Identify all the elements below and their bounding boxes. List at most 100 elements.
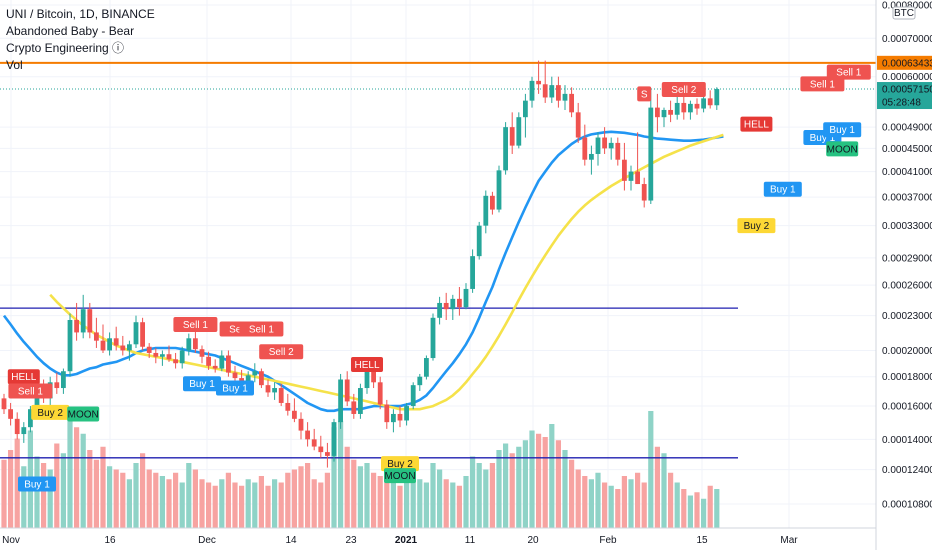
signal-label-sell[interactable]	[826, 64, 871, 80]
candle-body[interactable]	[562, 93, 568, 101]
candle-body[interactable]	[153, 352, 159, 357]
candle-body[interactable]	[140, 322, 145, 347]
candle-body[interactable]	[694, 103, 700, 109]
candle-body[interactable]	[417, 376, 423, 386]
candle-body[interactable]	[245, 375, 251, 381]
candle-body[interactable]	[529, 80, 535, 101]
signal-label-moon[interactable]	[384, 468, 416, 484]
candle-body[interactable]	[608, 142, 614, 149]
legend-indicator-volume[interactable]: Vol	[6, 58, 23, 72]
candle-body[interactable]	[595, 137, 601, 154]
legend-symbol[interactable]: UNI / Bitcoin, 1D, BINANCE	[6, 7, 155, 21]
candle-body[interactable]	[430, 317, 436, 359]
candle-body[interactable]	[424, 358, 429, 377]
signal-label-buy[interactable]	[763, 181, 802, 197]
candle-body[interactable]	[668, 109, 673, 115]
candle-body[interactable]	[318, 446, 324, 453]
candle-body[interactable]	[292, 410, 297, 419]
candle-body[interactable]	[212, 365, 218, 369]
candle-body[interactable]	[80, 309, 86, 333]
candle-body[interactable]	[285, 402, 291, 411]
candle-body[interactable]	[305, 430, 310, 440]
candle-body[interactable]	[272, 388, 277, 393]
candle-body[interactable]	[622, 159, 627, 181]
candle-body[interactable]	[496, 170, 502, 210]
signal-label-buy[interactable]	[18, 476, 56, 492]
candle-body[interactable]	[94, 332, 99, 341]
candle-body[interactable]	[133, 322, 139, 345]
signal-label-buy[interactable]	[216, 380, 254, 396]
candle-body[interactable]	[589, 153, 594, 160]
candle-body[interactable]	[186, 338, 192, 351]
candle-body[interactable]	[384, 404, 390, 423]
candle-body[interactable]	[410, 385, 416, 407]
candle-body[interactable]	[503, 127, 508, 171]
signal-label-buy2[interactable]	[31, 404, 70, 420]
candle-body[interactable]	[364, 371, 370, 389]
candle-body[interactable]	[615, 142, 621, 160]
candle-body[interactable]	[681, 102, 687, 113]
candle-body[interactable]	[371, 371, 376, 383]
candle-body[interactable]	[602, 137, 607, 149]
candle-body[interactable]	[113, 338, 119, 346]
legend-indicator-abandoned-baby[interactable]: Abandoned Baby - Bear	[6, 24, 135, 38]
candle-body[interactable]	[542, 84, 548, 98]
signal-label-sell[interactable]	[8, 383, 53, 399]
candle-body[interactable]	[67, 319, 73, 372]
candle-body[interactable]	[437, 302, 442, 318]
moving-average-fast[interactable]	[2, 130, 724, 413]
candle-body[interactable]	[179, 350, 185, 364]
candle-body[interactable]	[100, 340, 106, 351]
price-tag-countdown[interactable]	[877, 95, 932, 110]
candle-body[interactable]	[582, 137, 588, 160]
candle-body[interactable]	[536, 80, 541, 85]
signal-label-buy2[interactable]	[737, 218, 776, 234]
candle-body[interactable]	[311, 439, 317, 447]
candle-body[interactable]	[21, 427, 27, 435]
signal-label-buy[interactable]	[823, 122, 862, 138]
candle-body[interactable]	[173, 359, 178, 364]
signal-label-sell[interactable]	[173, 316, 218, 332]
price-tag-last-price[interactable]	[877, 82, 932, 97]
candle-body[interactable]	[14, 418, 20, 435]
candle-body[interactable]	[391, 413, 396, 423]
candle-body[interactable]	[331, 422, 337, 456]
candle-body[interactable]	[641, 184, 647, 201]
candle-body[interactable]	[569, 93, 574, 113]
candle-body[interactable]	[146, 346, 152, 353]
candle-body[interactable]	[107, 338, 112, 351]
candle-body[interactable]	[463, 288, 469, 308]
candle-body[interactable]	[166, 354, 172, 360]
signal-label-sell[interactable]	[800, 76, 845, 92]
signal-label-moon[interactable]	[67, 406, 100, 422]
candle-body[interactable]	[556, 85, 561, 101]
candle-body[interactable]	[707, 98, 713, 106]
candle-body[interactable]	[199, 349, 205, 357]
candle-body[interactable]	[575, 112, 581, 138]
candle-body[interactable]	[160, 354, 165, 357]
candle-body[interactable]	[635, 171, 640, 185]
candle-body[interactable]	[351, 401, 357, 414]
candle-body[interactable]	[655, 107, 660, 118]
candle-body[interactable]	[714, 89, 720, 106]
candle-body[interactable]	[344, 379, 350, 402]
candle-body[interactable]	[661, 109, 667, 118]
signal-label-sell[interactable]	[259, 344, 304, 360]
candle-body[interactable]	[476, 225, 482, 257]
candle-body[interactable]	[648, 107, 654, 201]
candle-body[interactable]	[688, 103, 693, 113]
signal-label-buy[interactable]	[183, 376, 221, 392]
signal-label-hell[interactable]	[351, 357, 383, 373]
candle-body[interactable]	[549, 85, 555, 98]
candle-body[interactable]	[404, 406, 409, 421]
candle-body[interactable]	[8, 409, 13, 419]
candle-body[interactable]	[443, 302, 449, 310]
candle-body[interactable]	[120, 345, 126, 351]
candle-body[interactable]	[61, 371, 66, 389]
candle-body[interactable]	[298, 418, 304, 431]
candle-body[interactable]	[28, 409, 33, 428]
candle-body[interactable]	[87, 309, 93, 333]
candle-body[interactable]	[397, 413, 403, 421]
candle-body[interactable]	[450, 298, 456, 310]
